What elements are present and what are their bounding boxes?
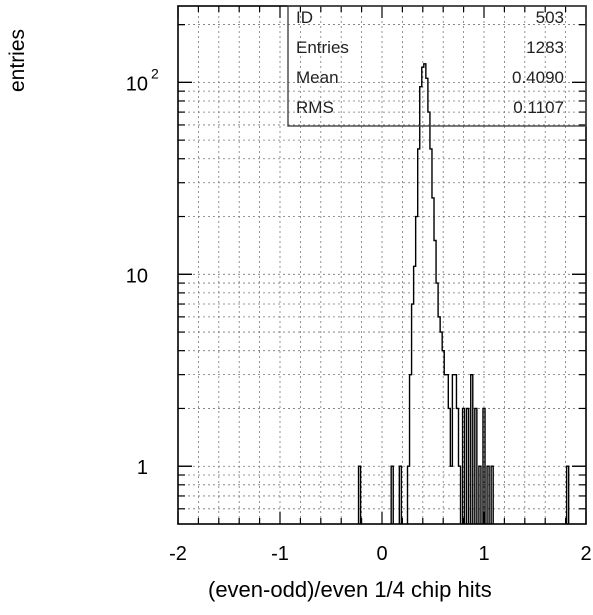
stats-value: 0.4090: [512, 68, 564, 87]
grid-lines: [178, 6, 586, 524]
stats-value: 1283: [526, 38, 564, 57]
stats-box: ID 503 Entries 1283 Mean 0.4090 RMS 0.11…: [288, 6, 583, 126]
x-tick-labels: -2 -1 0 1 2: [169, 543, 591, 565]
y-tick-label: 1: [137, 457, 148, 479]
stats-row-entries: Entries 1283: [288, 38, 578, 64]
stats-row-id: ID 503: [288, 8, 578, 34]
stats-key: Mean: [296, 68, 339, 87]
axis-ticks: [177, 6, 587, 524]
stats-row-mean: Mean 0.4090: [288, 68, 578, 94]
stats-key: Entries: [296, 38, 349, 57]
x-tick-label: 2: [580, 543, 591, 565]
stats-box-frame: [287, 5, 587, 127]
y-tick-label: 10: [126, 265, 148, 287]
y-axis-label-text: entries: [6, 28, 29, 92]
stats-key: ID: [296, 8, 313, 27]
y-tick-label: 10: [126, 73, 148, 95]
y-axis-label: entries: [2, 10, 32, 100]
stats-value: 0.1107: [513, 98, 564, 117]
x-tick-label: -1: [271, 543, 289, 565]
stats-value: 503: [535, 8, 564, 27]
histogram-line: [357, 63, 570, 524]
stats-key: RMS: [296, 98, 334, 117]
y-tick-label-exponent: 2: [151, 65, 159, 81]
x-tick-label: 0: [376, 543, 387, 565]
x-tick-label: 1: [478, 543, 489, 565]
stats-row-rms: RMS 0.1107: [288, 98, 578, 124]
x-axis-label: (even-odd)/even 1/4 chip hits: [208, 577, 492, 602]
x-tick-label: -2: [169, 543, 187, 565]
